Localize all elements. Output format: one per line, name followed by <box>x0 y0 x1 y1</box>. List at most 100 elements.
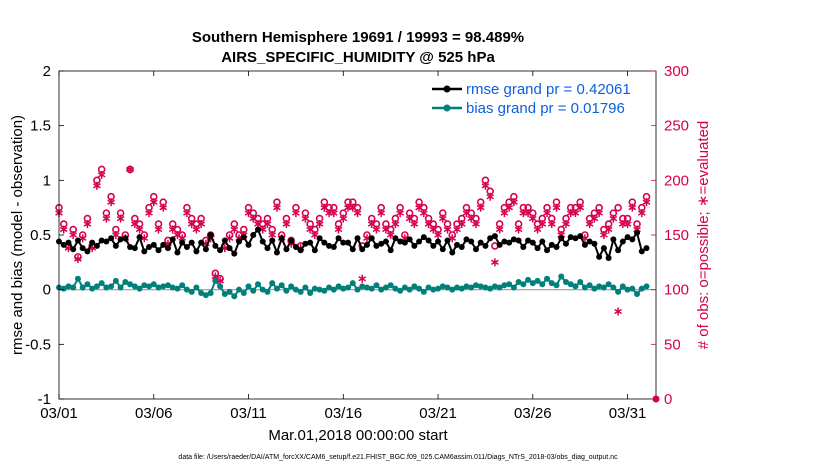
obs-evaluated-point <box>538 220 547 229</box>
bias-point <box>472 282 479 289</box>
rmse-point <box>420 234 427 241</box>
obs-zero-marker <box>652 395 660 403</box>
obs-evaluated-stroke <box>415 205 423 211</box>
bias-point <box>164 282 171 289</box>
obs-evaluated-point <box>329 209 338 218</box>
rmse-point <box>411 242 418 249</box>
rmse-point <box>231 250 238 257</box>
obs-evaluated-stroke <box>168 226 177 233</box>
obs-evaluated-point <box>59 225 68 234</box>
y-tick-label: -1 <box>38 391 51 408</box>
obs-evaluated-point <box>112 231 120 239</box>
bias-point <box>74 275 81 282</box>
obs-evaluated-point <box>562 220 570 229</box>
rmse-point <box>240 234 247 241</box>
bias-point <box>591 285 598 292</box>
obs-evaluated-stroke <box>69 232 78 238</box>
rmse-point <box>345 239 352 246</box>
rmse-point <box>615 247 622 254</box>
rmse-point <box>340 239 347 246</box>
obs-evaluated-stroke <box>93 183 101 189</box>
rmse-point <box>591 240 598 247</box>
obs-evaluated-point <box>481 181 490 190</box>
rmse-point <box>477 239 484 246</box>
obs-evaluated-point <box>102 214 111 223</box>
obs-evaluated-point <box>424 220 433 229</box>
bias-point <box>198 289 205 296</box>
rmse-point <box>127 244 134 251</box>
bias-point <box>307 289 314 296</box>
rmse-point <box>596 253 603 260</box>
x-tick-label: 03/11 <box>230 405 266 422</box>
rmse-point <box>600 245 607 252</box>
obs-evaluated-point <box>263 220 272 229</box>
bias-point <box>586 282 593 289</box>
bias-point <box>387 282 394 289</box>
rmse-point <box>188 239 195 246</box>
rmse-point <box>326 242 333 249</box>
obs-evaluated-stroke <box>547 221 556 227</box>
obs-evaluated-point <box>74 255 82 264</box>
obs-evaluated-point <box>135 225 144 234</box>
obs-evaluated-point <box>505 203 513 212</box>
rmse-point <box>283 246 290 253</box>
bias-point <box>392 285 399 292</box>
obs-evaluated-stroke <box>405 215 414 222</box>
bias-point <box>174 285 181 292</box>
obs-evaluated-point <box>301 214 310 223</box>
obs-evaluated-point <box>472 220 480 229</box>
bias-point <box>136 285 143 292</box>
rmse-point <box>259 238 266 245</box>
rmse-point <box>273 249 280 256</box>
bias-point <box>264 288 271 295</box>
rmse-point <box>525 237 532 244</box>
rmse-point <box>221 237 228 244</box>
obs-evaluated-stroke <box>514 226 523 233</box>
obs-evaluated-stroke <box>187 221 196 227</box>
bias-point <box>65 283 72 290</box>
obs-evaluated-point <box>547 220 556 229</box>
bias-point <box>477 283 484 290</box>
y-right-tick-label: 100 <box>664 282 689 299</box>
rmse-point <box>534 245 541 252</box>
obs-evaluated-stroke <box>391 221 400 227</box>
rmse-point <box>435 238 442 245</box>
rmse-point <box>416 238 423 245</box>
obs-evaluated-stroke <box>192 226 201 233</box>
legend: rmse grand pr = 0.42061 bias grand pr = … <box>428 76 654 120</box>
obs-evaluated-point <box>130 220 139 229</box>
rmse-point <box>558 235 565 242</box>
bias-point <box>122 279 129 286</box>
obs-evaluated-point <box>491 258 499 267</box>
bias-point <box>458 285 465 292</box>
y-right-tick-label: 50 <box>664 336 681 353</box>
bias-point <box>288 283 295 290</box>
rmse-point <box>548 241 555 248</box>
obs-evaluated-stroke <box>467 215 476 222</box>
rmse-point <box>510 236 517 243</box>
bias-point <box>624 286 631 293</box>
obs-evaluated-stroke <box>273 205 281 211</box>
obs-evaluated-point <box>244 209 253 218</box>
bias-point <box>345 284 352 291</box>
obs-evaluated-stroke <box>329 210 338 216</box>
bias-point <box>93 283 100 290</box>
rmse-point <box>544 247 551 254</box>
obs-evaluated-point <box>571 209 580 218</box>
rmse-point <box>567 234 574 241</box>
bias-point <box>496 284 503 291</box>
obs-evaluated-stroke <box>230 226 239 233</box>
bias-point <box>529 280 536 287</box>
obs-evaluated-stroke <box>543 210 551 216</box>
obs-evaluated-stroke <box>604 226 613 233</box>
obs-evaluated-point <box>614 307 622 316</box>
obs-evaluated-stroke <box>476 205 485 211</box>
obs-evaluated-point <box>192 225 201 234</box>
data-file-footnote: data file: /Users/raeder/DAI/ATM_forcXX/… <box>178 454 618 461</box>
bias-point <box>562 279 569 286</box>
bias-point <box>217 283 224 290</box>
rmse-point <box>183 244 190 251</box>
bias-point <box>292 286 299 293</box>
